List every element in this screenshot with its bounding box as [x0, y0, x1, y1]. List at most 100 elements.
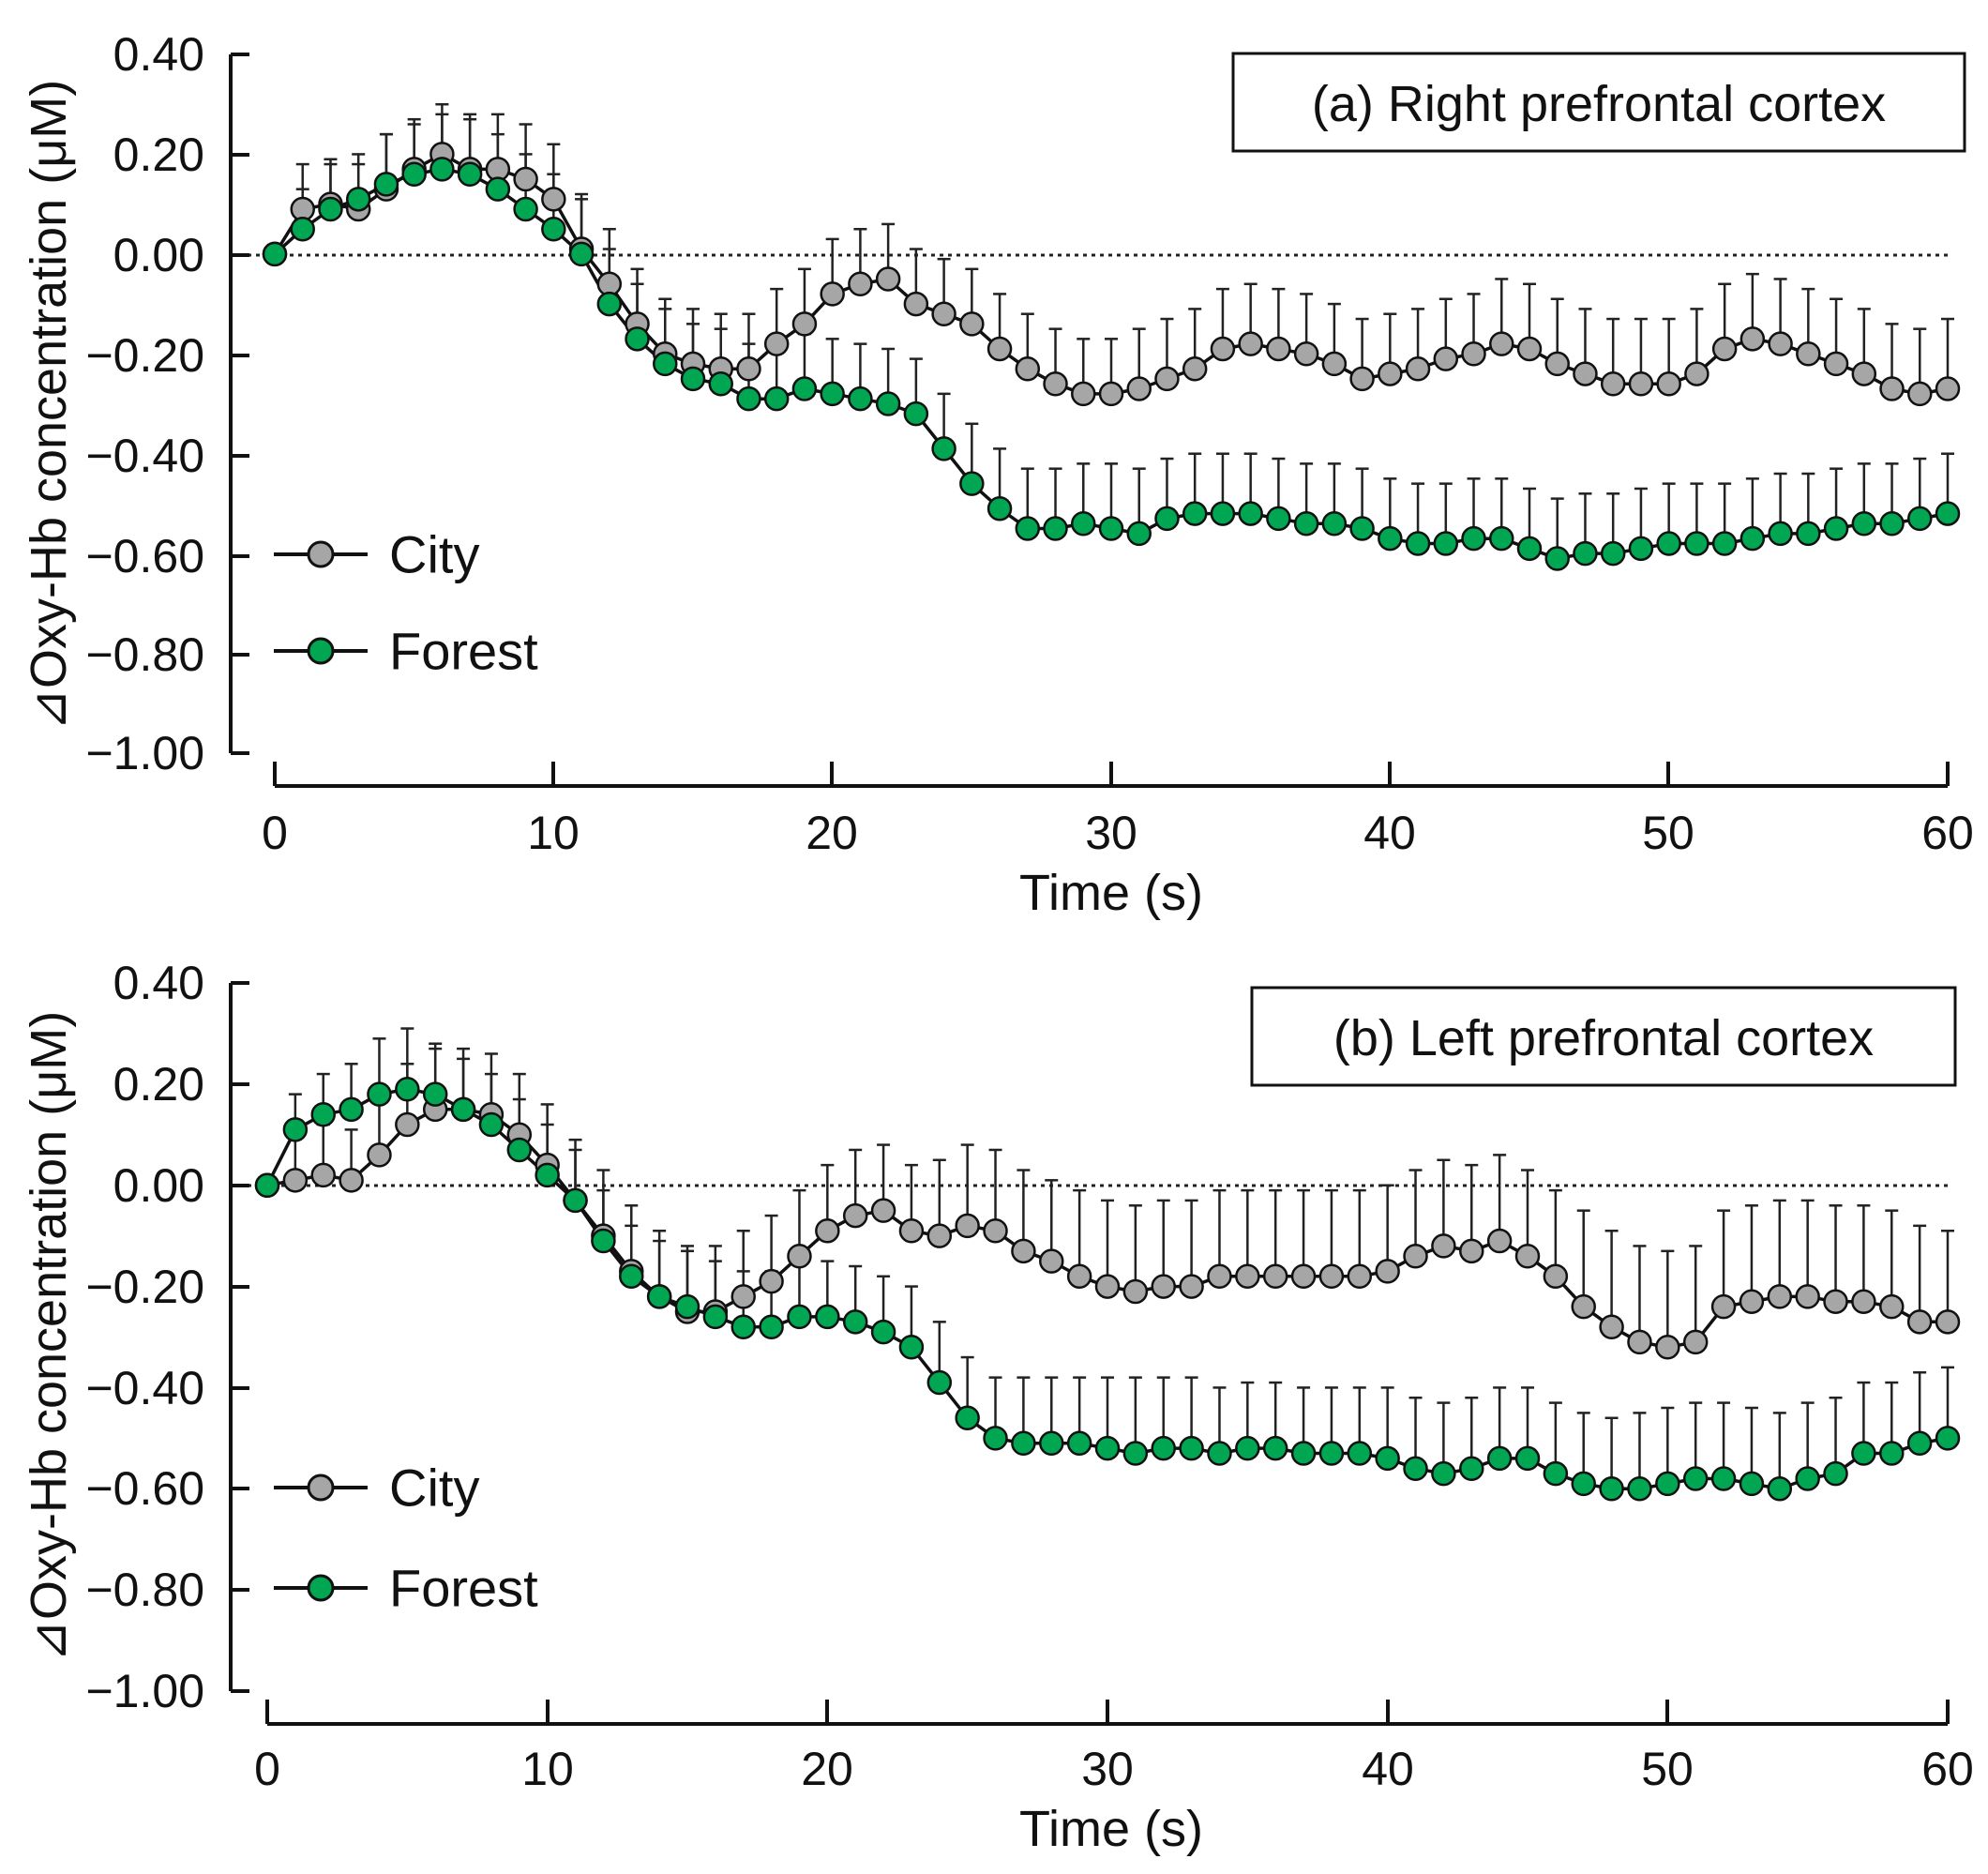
forest-data-point: [870, 1319, 896, 1345]
forest-data-point: [903, 400, 929, 427]
city-data-point: [1011, 1238, 1036, 1264]
y-ticks: [231, 981, 249, 1693]
y-tick-label: −0.80: [85, 1564, 204, 1616]
forest-data-point: [791, 376, 818, 401]
forest-data-point: [1431, 1460, 1456, 1487]
forest-data-point: [1935, 501, 1961, 526]
forest-data-point: [1459, 1456, 1484, 1481]
city-data-point: [1459, 1238, 1484, 1264]
forest-data-point: [254, 1172, 280, 1198]
legend: City Forest: [274, 525, 538, 681]
city-data-point: [1461, 341, 1486, 367]
forest-data-point: [1851, 510, 1877, 537]
city-data-point: [1767, 1284, 1793, 1309]
forest-data-point: [1039, 1430, 1064, 1456]
x-tick-label: 10: [521, 1743, 574, 1795]
city-data-point: [1489, 331, 1514, 356]
forest-data-point: [708, 370, 733, 397]
city-data-point: [791, 311, 818, 337]
y-tick-label: −0.40: [85, 1362, 204, 1414]
forest-data-point: [1347, 1441, 1373, 1466]
forest-data-point: [457, 161, 483, 187]
city-data-point: [1207, 1263, 1232, 1290]
forest-data-point: [1182, 501, 1208, 526]
forest-data-point: [955, 1405, 980, 1431]
city-data-point: [875, 266, 901, 292]
city-data-point: [1655, 1335, 1680, 1360]
forest-data-point: [1094, 1435, 1121, 1461]
city-data-point: [1906, 1309, 1933, 1335]
legend-forest-marker: [307, 637, 335, 665]
city-data-point: [759, 1268, 784, 1294]
city-data-point: [1403, 1243, 1428, 1269]
forest-data-point: [1318, 1441, 1345, 1466]
city-data-point: [815, 1218, 840, 1244]
city-data-point: [1711, 336, 1738, 362]
forest-data-point: [1293, 510, 1319, 537]
city-data-point: [1627, 1329, 1652, 1355]
plot-area: [262, 102, 1961, 571]
city-data-point: [1433, 346, 1459, 371]
forest-data-point: [1543, 1460, 1569, 1487]
city-data-point: [1349, 366, 1375, 392]
forest-data-point: [568, 241, 595, 267]
forest-data-point: [1796, 521, 1821, 547]
city-data-point: [736, 356, 761, 382]
forest-data-point: [1627, 1476, 1652, 1502]
city-data-point: [1823, 1289, 1848, 1314]
forest-data-point: [1235, 1435, 1260, 1461]
city-data-point: [1823, 351, 1849, 377]
forest-data-point: [730, 1314, 756, 1339]
y-axis-title: ⊿Oxy-Hb concentration (μM): [21, 1011, 77, 1663]
y-tick-label: −0.80: [85, 628, 204, 681]
city-data-point: [1321, 351, 1348, 377]
forest-data-point: [1122, 1441, 1149, 1466]
city-data-point: [983, 1218, 1008, 1244]
forest-data-point: [702, 1304, 729, 1330]
forest-markers: [254, 1077, 1961, 1502]
city-data-point: [1682, 1329, 1709, 1355]
forest-data-point: [1879, 1441, 1905, 1466]
forest-data-point: [1151, 1435, 1176, 1461]
forest-data-point: [485, 176, 511, 202]
forest-data-point: [1378, 525, 1403, 552]
city-data-point: [1210, 336, 1236, 362]
forest-data-point: [1262, 1435, 1288, 1461]
y-tick-label: 0.00: [113, 229, 204, 281]
x-tick-label: 0: [254, 1743, 280, 1795]
forest-data-point: [1043, 516, 1068, 541]
city-data-point: [1768, 331, 1793, 356]
city-data-point: [898, 1218, 925, 1244]
forest-data-point: [541, 217, 566, 242]
forest-data-point: [1098, 516, 1124, 541]
city-error-bars: [288, 1047, 1954, 1348]
x-tick-labels: 0 10 20 30 40 50 60: [262, 807, 1974, 859]
forest-data-point: [1599, 1476, 1624, 1502]
forest-data-point: [646, 1284, 672, 1309]
forest-data-point: [815, 1304, 840, 1330]
forest-data-point: [763, 385, 790, 412]
forest-error-bars: [295, 113, 1954, 559]
x-tick-label: 10: [527, 807, 580, 859]
panel-title-box: (a) Right prefrontal cortex: [1231, 52, 1966, 153]
city-data-point: [1514, 1243, 1541, 1269]
forest-data-point: [262, 241, 288, 267]
city-data-point: [1907, 381, 1933, 407]
city-data-point: [1879, 1293, 1905, 1320]
forest-data-point: [401, 161, 427, 187]
city-data-point: [1516, 336, 1543, 362]
forest-data-point: [1514, 1445, 1541, 1472]
panel-b-left-prefrontal: 0.40 0.20 0.00 −0.20 −0.40 −0.60 −0.80 −…: [21, 957, 1974, 1857]
city-data-point: [1684, 361, 1709, 386]
legend-forest-label: Forest: [389, 1559, 538, 1618]
city-data-point: [1043, 370, 1068, 397]
forest-data-point: [1711, 531, 1738, 556]
city-data-point: [310, 1162, 336, 1188]
forest-data-point: [373, 172, 399, 197]
city-data-point: [1935, 1309, 1961, 1335]
forest-data-point: [680, 366, 706, 392]
forest-data-point: [1600, 540, 1626, 567]
city-data-point: [820, 281, 845, 307]
city-data-point: [959, 311, 985, 337]
city-data-point: [1486, 1228, 1513, 1254]
